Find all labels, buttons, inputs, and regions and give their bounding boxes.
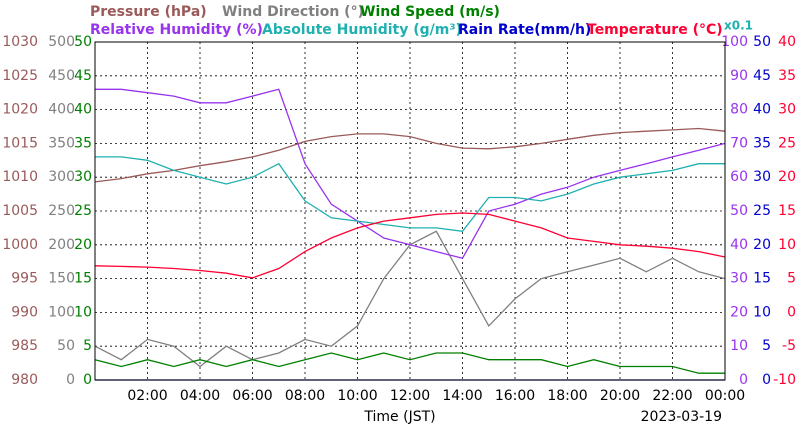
y-tick-label: 5: [762, 338, 771, 354]
y-tick-label: 30: [753, 169, 771, 185]
y-tick-label: 50: [74, 34, 92, 50]
x-tick-label: 08:00: [285, 388, 325, 404]
axis-title: Pressure (hPa): [90, 4, 207, 20]
y-tick-label: 20: [74, 237, 92, 253]
series-line: [94, 212, 726, 279]
y-tick-label: 20: [753, 237, 771, 253]
y-tick-label: 250: [48, 203, 75, 219]
series-line: [95, 156, 725, 232]
scale-note: x0.1: [724, 19, 753, 33]
y-tick-label: 45: [753, 68, 771, 84]
y-tick-label: 40: [778, 34, 796, 50]
y-tick-label: 35: [778, 68, 796, 84]
x-tick-label: 10:00: [337, 388, 377, 404]
x-tick-label: 14:00: [442, 388, 482, 404]
axis-title: Rain Rate(mm/h): [458, 22, 591, 38]
series-line: [94, 127, 726, 183]
axis-title: Temperature (°C): [587, 22, 723, 38]
y-tick-label: 30: [778, 102, 796, 118]
y-tick-label: 15: [753, 271, 771, 287]
axis-title: Absolute Humidity (g/m³): [262, 22, 462, 38]
y-tick-label: 0: [762, 372, 771, 388]
y-tick-label: 30: [74, 169, 92, 185]
y-tick-label: 1030: [2, 34, 38, 50]
y-tick-label: 980: [11, 372, 38, 388]
y-tick-label: 20: [778, 169, 796, 185]
date-label: 2023-03-19: [641, 409, 722, 425]
y-tick-label: 40: [753, 102, 771, 118]
y-tick-label: 50: [753, 34, 771, 50]
x-tick-label: 00:00: [705, 388, 745, 404]
y-tick-label: 80: [730, 102, 748, 118]
y-tick-label: 0: [66, 372, 75, 388]
y-tick-label: 500: [48, 34, 75, 50]
y-tick-label: 400: [48, 102, 75, 118]
axis-title: Relative Humidity (%): [90, 22, 263, 38]
y-tick-label: 15: [74, 271, 92, 287]
y-tick-label: 30: [730, 271, 748, 287]
y-tick-label: 1005: [2, 203, 38, 219]
y-tick-label: 90: [730, 68, 748, 84]
y-tick-label: 15: [778, 203, 796, 219]
y-tick-label: 450: [48, 68, 75, 84]
y-tick-label: 1000: [2, 237, 38, 253]
x-tick-label: 04:00: [180, 388, 220, 404]
y-tick-label: 1025: [2, 68, 38, 84]
y-tick-label: 1020: [2, 102, 38, 118]
y-tick-label: 40: [730, 237, 748, 253]
y-tick-label: 200: [48, 237, 75, 253]
x-tick-label: 22:00: [652, 388, 692, 404]
x-tick-label: 20:00: [600, 388, 640, 404]
y-tick-label: 10: [778, 237, 796, 253]
y-tick-label: 0: [83, 372, 92, 388]
y-tick-label: 300: [48, 169, 75, 185]
y-tick-label: 70: [730, 135, 748, 151]
y-tick-label: 150: [48, 271, 75, 287]
y-tick-label: 995: [11, 271, 38, 287]
series-line: [95, 88, 726, 260]
y-tick-label: 100: [721, 34, 748, 50]
y-tick-label: 990: [11, 304, 38, 320]
x-tick-label: 12:00: [390, 388, 430, 404]
y-tick-label: 25: [778, 135, 796, 151]
y-tick-label: 60: [730, 169, 748, 185]
x-tick-label: 16:00: [495, 388, 535, 404]
y-tick-label: 20: [730, 304, 748, 320]
y-tick-label: 10: [753, 304, 771, 320]
y-tick-label: 45: [74, 68, 92, 84]
y-tick-label: 985: [11, 338, 38, 354]
y-tick-label: 100: [48, 304, 75, 320]
y-tick-label: 35: [74, 135, 92, 151]
x-tick-label: 06:00: [232, 388, 272, 404]
x-tick-label: 18:00: [547, 388, 587, 404]
y-tick-label: 35: [753, 135, 771, 151]
y-tick-label: 10: [730, 338, 748, 354]
y-tick-label: 25: [753, 203, 771, 219]
y-tick-label: 0: [739, 372, 748, 388]
y-tick-label: 0: [787, 304, 796, 320]
y-tick-label: 40: [74, 102, 92, 118]
y-tick-label: 50: [730, 203, 748, 219]
x-tick-label: 02:00: [127, 388, 167, 404]
y-tick-label: 10: [74, 304, 92, 320]
axis-title: Wind Direction (°): [222, 4, 364, 20]
y-tick-label: 5: [787, 271, 796, 287]
y-tick-label: 1015: [2, 135, 38, 151]
y-tick-label: -5: [782, 338, 796, 354]
x-axis-label: Time (JST): [363, 409, 435, 425]
y-tick-label: -10: [773, 372, 796, 388]
y-tick-label: 350: [48, 135, 75, 151]
y-tick-label: 50: [57, 338, 75, 354]
plot-frame: [94, 41, 726, 381]
series-line: [94, 352, 725, 374]
axis-title: Wind Speed (m/s): [360, 4, 500, 20]
y-tick-label: 5: [83, 338, 92, 354]
y-tick-label: 25: [74, 203, 92, 219]
y-tick-label: 1010: [2, 169, 38, 185]
